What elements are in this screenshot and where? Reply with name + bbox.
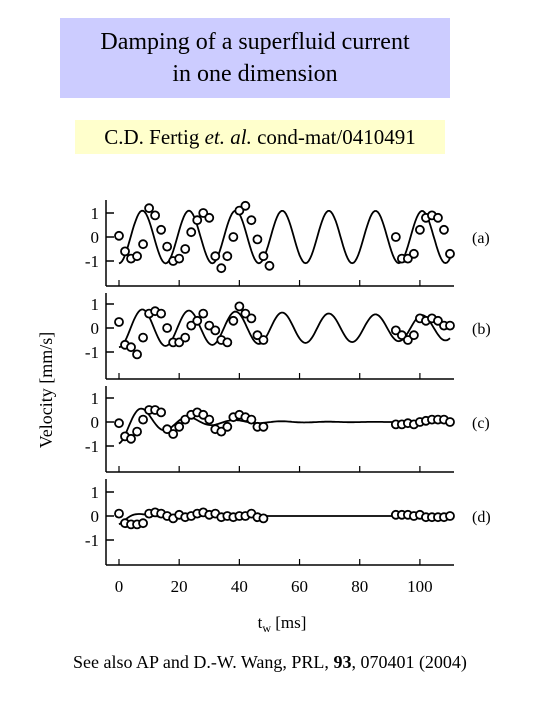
panel-0-data-point <box>216 263 227 274</box>
panel-0-ytick-label: 0 <box>91 228 100 247</box>
panel-0-data-point <box>120 246 130 257</box>
panel-0-data-point <box>264 260 275 271</box>
panel-0-data-point <box>222 251 233 262</box>
footer-volume: 93 <box>333 652 352 672</box>
panel-1-data-point <box>210 325 221 336</box>
panel-1-data-point <box>114 317 124 327</box>
panel-1-data-point <box>192 315 203 326</box>
panel-1-data-point <box>445 320 455 331</box>
panel-1-fit-curve <box>118 308 451 349</box>
panel-0-data-point <box>114 230 124 241</box>
panel-1-label: (b) <box>472 321 491 338</box>
panel-2-data-point <box>126 433 136 444</box>
panel-0-data-point <box>156 224 167 235</box>
panel-1-data-point <box>222 337 233 348</box>
panel-1-data-point <box>138 332 148 343</box>
panel-1-data-point <box>234 301 245 312</box>
panel-0-data-point <box>186 227 197 238</box>
x-tick-label: 40 <box>231 577 248 596</box>
panel-2-data-point <box>246 414 257 425</box>
footer-prefix: See also AP and D.-W. Wang, PRL, <box>73 652 334 672</box>
title-box: Damping of a superfluid current in one d… <box>60 18 450 98</box>
citation-box: C.D. Fertig et. al. cond-mat/0410491 <box>75 120 445 154</box>
panel-1-ytick-label: 0 <box>91 319 100 338</box>
citation-ref: cond-mat/0410491 <box>257 125 416 149</box>
citation-etal: et. al. <box>204 125 252 149</box>
panel-0-data-point <box>390 232 401 242</box>
panel-0-data-point <box>252 234 263 245</box>
panel-1-data-point <box>408 330 419 341</box>
panel-3-data-point <box>114 508 124 519</box>
panel-0-data-point <box>174 253 185 264</box>
title-line-2: in one dimension <box>172 61 338 87</box>
panel-3-data-point <box>138 518 148 529</box>
x-tick-label: 80 <box>351 577 368 596</box>
panel-1-data-point <box>246 313 257 324</box>
panel-0-data-point <box>132 251 142 262</box>
panel-2-data-point <box>138 414 148 425</box>
panel-0-data-point <box>150 210 161 221</box>
panel-0-data-point <box>162 241 173 252</box>
x-axis-label: tw [ms] <box>258 613 307 635</box>
panel-2-data-point <box>168 429 179 439</box>
panel-0-data-point <box>415 224 425 235</box>
panel-0-data-point <box>439 224 449 235</box>
panel-2-data-point <box>114 418 124 429</box>
panel-0-ytick-label: -1 <box>85 252 99 271</box>
citation-authors: C.D. Fertig <box>104 125 200 149</box>
panel-0-data-point <box>240 200 251 211</box>
panel-3-data-point <box>258 513 269 524</box>
panel-1-data-point <box>156 308 167 319</box>
footer-suffix: , 070401 (2004) <box>351 652 467 672</box>
panel-1-ytick-label: 1 <box>91 295 100 314</box>
footer-reference: See also AP and D.-W. Wang, PRL, 93, 070… <box>0 652 540 673</box>
panel-3-ytick-label: 0 <box>91 507 100 526</box>
panel-2-ytick-label: 1 <box>91 389 100 408</box>
panel-2-ytick-label: -1 <box>85 437 99 456</box>
panel-2-data-point <box>445 417 455 427</box>
panel-3-data-point <box>445 511 455 521</box>
panel-3-ytick-label: -1 <box>85 531 99 550</box>
panel-1-data-point <box>126 342 136 353</box>
panel-2-data-point <box>156 407 167 418</box>
panel-2-data-point <box>222 421 233 432</box>
panel-1-data-point <box>162 323 173 333</box>
panel-0-data-point <box>258 251 269 262</box>
panel-1-data-point <box>132 349 142 360</box>
panel-2-ytick-label: 0 <box>91 413 100 432</box>
panel-2-data-point <box>204 414 215 425</box>
panel-1-ytick-label: -1 <box>85 343 99 362</box>
panel-1-data-point <box>228 315 239 326</box>
panel-1-data-point <box>258 335 269 345</box>
panel-0-ytick-label: 1 <box>91 204 100 223</box>
x-tick-label: 20 <box>171 577 188 596</box>
panel-1-data-point <box>180 332 191 343</box>
panel-2-data-point <box>258 421 269 432</box>
panel-0-data-point <box>180 244 191 254</box>
panel-0-data-point <box>204 212 215 223</box>
panel-2-data-point <box>132 426 142 437</box>
panel-0-label: (a) <box>472 230 490 247</box>
panel-2-label: (c) <box>472 415 490 432</box>
panel-3-label: (d) <box>472 509 491 526</box>
panel-0-data-point <box>445 248 455 259</box>
panel-0-data-point <box>210 251 221 262</box>
panel-3-ytick-label: 1 <box>91 483 100 502</box>
panel-0-data-point <box>246 215 257 226</box>
panel-0-data-point <box>433 212 443 223</box>
y-axis-label: Velocity [mm/s] <box>36 332 56 448</box>
panel-0-data-point <box>138 239 148 250</box>
panel-2-data-point <box>174 421 185 432</box>
panel-0-fit-curve <box>118 209 451 265</box>
title-line-1: Damping of a superfluid current <box>100 29 410 55</box>
panel-1-data-point <box>198 308 209 319</box>
panel-0-data-point <box>408 248 419 259</box>
panel-0-data-point <box>228 232 239 242</box>
x-tick-label: 0 <box>115 577 124 596</box>
x-tick-label: 100 <box>407 577 433 596</box>
panel-0-data-point <box>192 215 203 226</box>
x-tick-label: 60 <box>291 577 308 596</box>
panel-0-data-point <box>144 203 154 214</box>
